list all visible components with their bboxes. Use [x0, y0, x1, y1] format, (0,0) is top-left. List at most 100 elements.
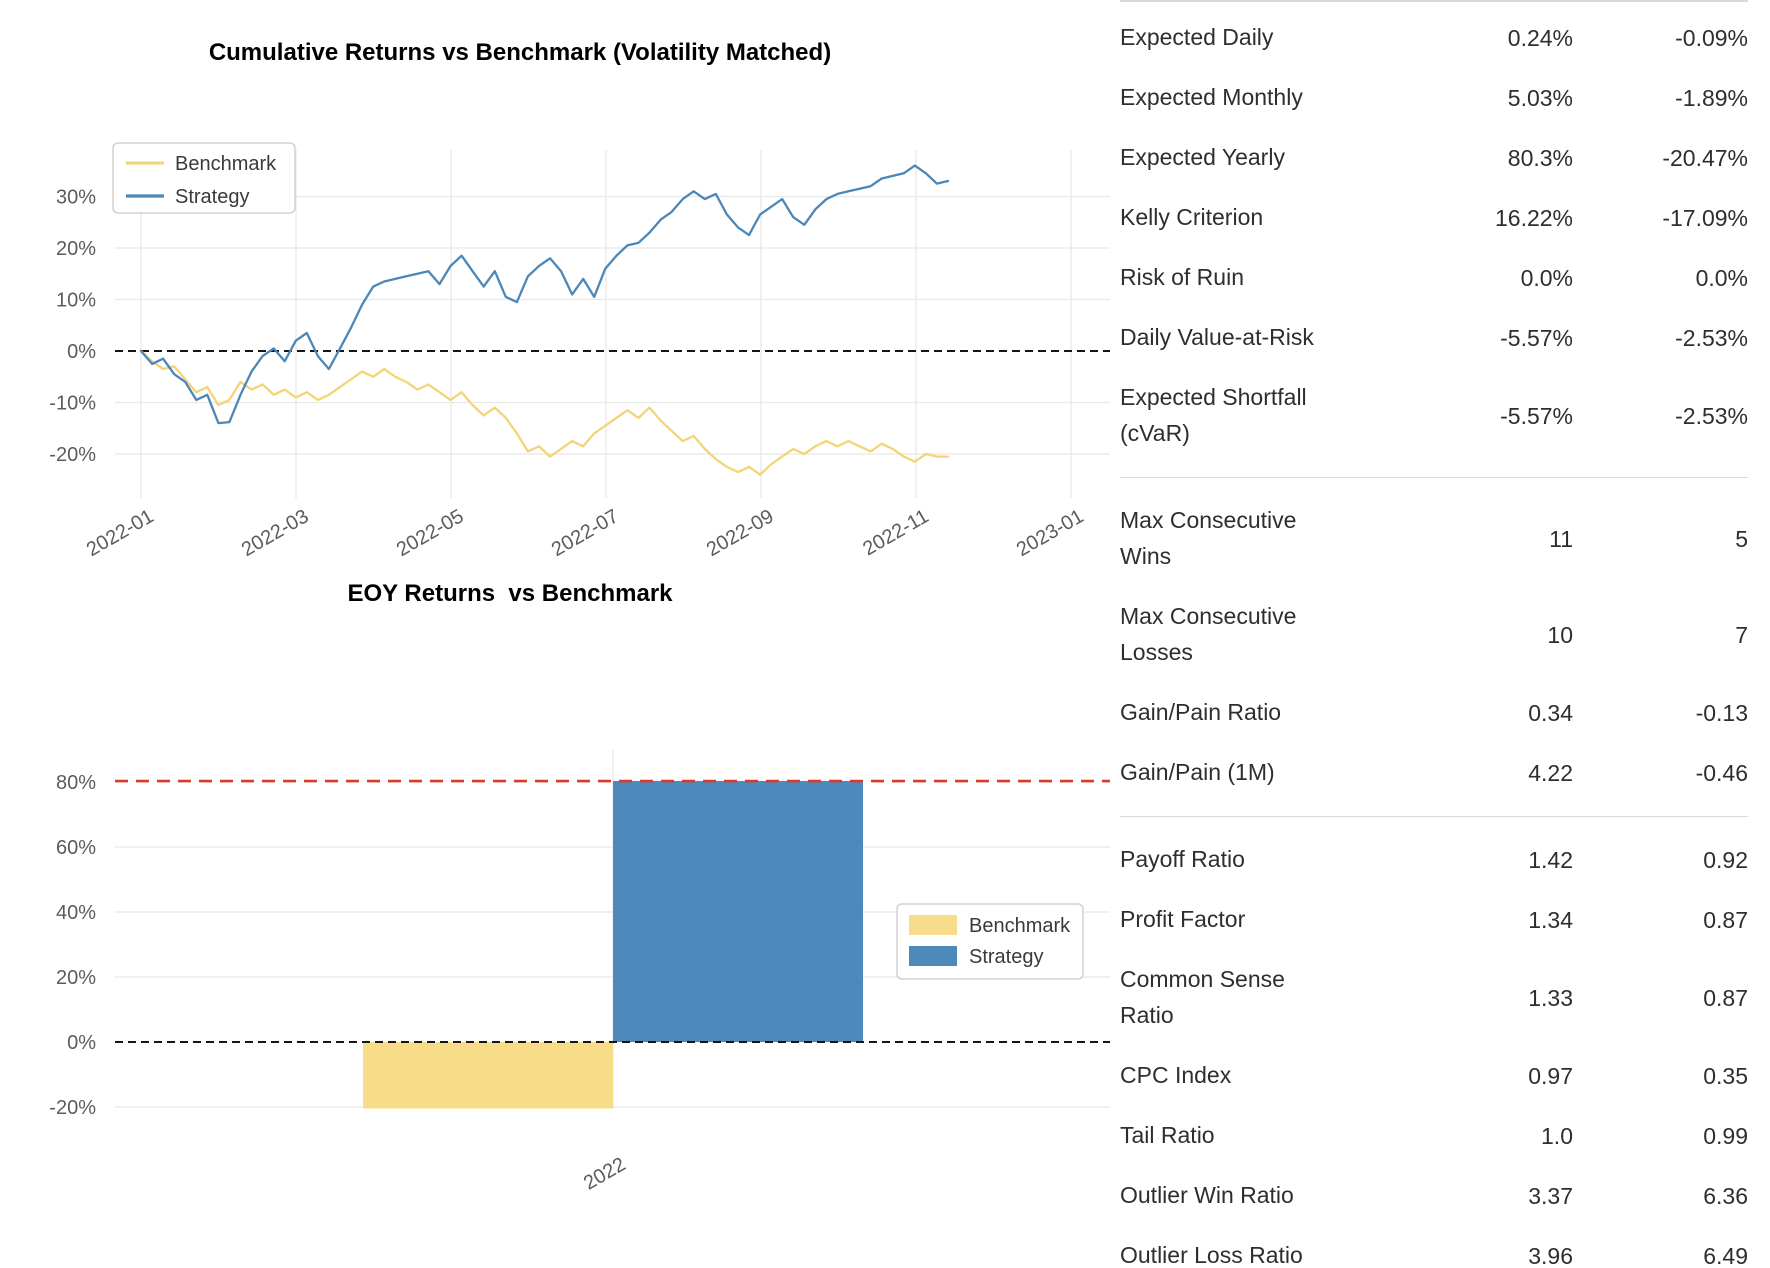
metric-value-2: 0.87	[1703, 984, 1748, 1011]
metric-label: Outlier Win Ratio	[1120, 1182, 1294, 1209]
metric-row: Kelly Criterion 16.22% -17.09%	[1120, 188, 1748, 248]
metric-label: Payoff Ratio	[1120, 846, 1245, 873]
metric-value-2: -17.09%	[1662, 204, 1748, 231]
metric-value-2: -20.47%	[1662, 144, 1748, 171]
metric-label: Daily Value-at-Risk	[1120, 324, 1314, 351]
metric-value-1: 80.3%	[1507, 144, 1573, 171]
legend-benchmark-label: Benchmark	[969, 915, 1071, 937]
metric-row: Gain/Pain (1M) 4.22 -0.46	[1120, 743, 1748, 803]
y-tick-label: 0%	[67, 1032, 96, 1054]
x-tick-label: 2023-01	[1013, 505, 1088, 561]
metric-value-1: 0.24%	[1507, 24, 1573, 51]
metric-label: Expected Monthly	[1120, 84, 1303, 111]
metric-row: Daily Value-at-Risk -5.57% -2.53%	[1120, 308, 1748, 368]
metric-row: Max Consecutive Losses 10 7	[1120, 587, 1748, 683]
metric-label: Expected Yearly	[1120, 144, 1285, 171]
y-tick-label: 20%	[56, 238, 96, 260]
y-tick-label: 40%	[56, 902, 96, 924]
metric-label: Common Sense Ratio	[1120, 966, 1285, 1028]
metric-value-2: 6.36	[1703, 1182, 1748, 1209]
x-tick-label: 2022-09	[703, 505, 778, 561]
metric-value-2: -0.13	[1695, 699, 1748, 726]
metric-row: Expected Monthly 5.03% -1.89%	[1120, 68, 1748, 128]
metric-label: Kelly Criterion	[1120, 204, 1264, 231]
y-tick-label: 30%	[56, 187, 96, 209]
x-tick-label: 2022-03	[238, 505, 313, 561]
cumulative-chart-title: Cumulative Returns vs Benchmark (Volatil…	[209, 39, 831, 66]
y-tick-label: 10%	[56, 290, 96, 312]
metric-label: Profit Factor	[1120, 906, 1246, 933]
metric-value-2: 0.87	[1703, 906, 1748, 933]
metric-value-1: 0.97	[1528, 1062, 1573, 1089]
metric-value-1: 0.0%	[1520, 264, 1573, 291]
series-line-benchmark	[139, 349, 950, 476]
metric-label: Expected Daily	[1120, 24, 1274, 51]
metric-label: Max Consecutive Losses	[1120, 603, 1297, 665]
metric-value-1: 1.0	[1541, 1122, 1573, 1149]
metric-value-1: 3.96	[1528, 1242, 1573, 1268]
y-tick-label: -20%	[49, 1097, 96, 1119]
eoy-chart-bars	[115, 779, 1110, 1109]
y-tick-label: 60%	[56, 837, 96, 859]
metric-label: Risk of Ruin	[1120, 264, 1244, 291]
x-tick-label: 2022-11	[859, 505, 932, 560]
x-tick-label: 2022-01	[83, 505, 158, 561]
section-separator	[1120, 477, 1748, 478]
metric-value-2: -0.09%	[1675, 24, 1748, 51]
metrics-table: Expected Daily 0.24% -0.09% Expected Monthl…	[1120, 0, 1748, 1268]
metric-value-1: -5.57%	[1500, 324, 1573, 351]
metric-value-1: 5.03%	[1507, 84, 1573, 111]
metric-value-1: 1.34	[1528, 906, 1573, 933]
y-tick-label: 0%	[67, 341, 96, 363]
strategy-bar-swatch	[909, 946, 957, 966]
metric-label: Max Consecutive Wins	[1120, 507, 1297, 569]
metric-row: Common Sense Ratio 1.33 0.87	[1120, 950, 1748, 1046]
metric-value-2: 5	[1735, 525, 1748, 552]
metric-label: CPC Index	[1120, 1062, 1232, 1089]
metric-row: Outlier Win Ratio 3.37 6.36	[1120, 1166, 1748, 1226]
y-tick-label: -10%	[49, 393, 96, 415]
legend-strategy-label: Strategy	[175, 186, 249, 208]
x-tick-label: 2022-05	[393, 505, 468, 561]
legend-benchmark-label: Benchmark	[175, 153, 277, 175]
bar-benchmark	[363, 1042, 613, 1109]
metric-value-2: 0.35	[1703, 1062, 1748, 1089]
section-separator	[1120, 816, 1748, 817]
metric-row: Expected Daily 0.24% -0.09%	[1120, 8, 1748, 68]
metric-value-1: 1.42	[1528, 846, 1573, 873]
x-tick-label: 2022	[580, 1153, 630, 1194]
eoy-chart-title: EOY Returns vs Benchmark	[347, 580, 673, 607]
metric-value-2: 6.49	[1703, 1242, 1748, 1268]
metric-value-2: 0.0%	[1695, 264, 1748, 291]
benchmark-bar-swatch	[909, 915, 957, 935]
metric-value-2: -1.89%	[1675, 84, 1748, 111]
metric-value-2: 7	[1735, 621, 1748, 648]
cumulative-chart-series	[115, 164, 1110, 476]
cumulative-chart-grid	[115, 150, 1110, 498]
metric-value-1: 0.34	[1528, 699, 1573, 726]
metric-value-2: 0.92	[1703, 846, 1748, 873]
cumulative-chart-legend: Benchmark Strategy	[112, 142, 296, 214]
metric-value-1: -5.57%	[1500, 402, 1573, 429]
metric-value-1: 10	[1547, 621, 1573, 648]
legend-strategy-label: Strategy	[969, 946, 1043, 968]
series-line-strategy	[139, 164, 950, 425]
y-tick-label: 80%	[56, 772, 96, 794]
metric-label: Expected Shortfall (cVaR)	[1120, 384, 1307, 446]
metric-value-2: 0.99	[1703, 1122, 1748, 1149]
metric-label: Gain/Pain (1M)	[1120, 759, 1275, 786]
metric-value-2: -2.53%	[1675, 324, 1748, 351]
y-tick-label: -20%	[49, 444, 96, 466]
metric-value-1: 16.22%	[1494, 204, 1573, 231]
y-tick-label: 20%	[56, 967, 96, 989]
metric-row: Expected Shortfall (cVaR) -5.57% -2.53%	[1120, 368, 1748, 464]
metric-value-1: 4.22	[1528, 759, 1573, 786]
metric-row: Outlier Loss Ratio 3.96 6.49	[1120, 1226, 1748, 1268]
metric-label: Gain/Pain Ratio	[1120, 699, 1282, 726]
metric-row: Expected Yearly 80.3% -20.47%	[1120, 128, 1748, 188]
metric-label: Outlier Loss Ratio	[1120, 1242, 1303, 1268]
metric-row: Payoff Ratio 1.42 0.92	[1120, 830, 1748, 890]
metric-row: Max Consecutive Wins 11 5	[1120, 491, 1748, 587]
